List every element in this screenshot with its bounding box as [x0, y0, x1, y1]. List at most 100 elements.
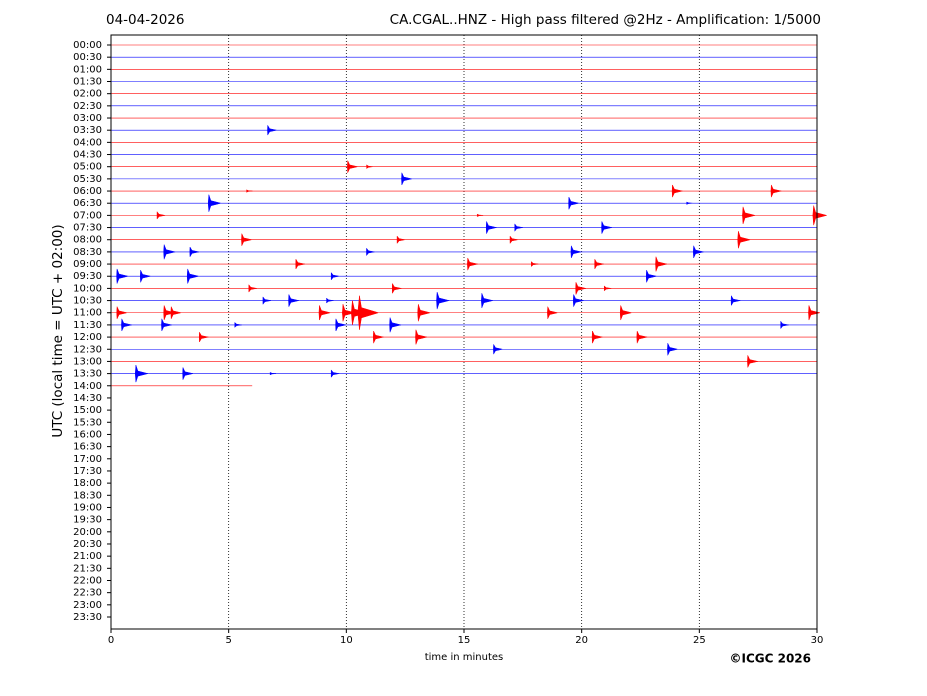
copyright: ©ICGC 2026 — [729, 652, 811, 666]
seismic-event — [262, 296, 272, 305]
seismic-event — [594, 258, 604, 270]
seismic-event — [655, 256, 668, 272]
y-tick-label: 03:00 — [73, 113, 102, 124]
x-tick-label: 15 — [458, 635, 471, 646]
seismic-event — [481, 293, 493, 308]
seismic-event — [686, 201, 693, 205]
seismic-event — [366, 247, 375, 257]
y-tick-label: 05:00 — [73, 162, 102, 173]
seismic-event — [186, 268, 199, 284]
seismic-event — [603, 285, 612, 292]
seismic-event — [601, 221, 612, 234]
seismic-event — [241, 233, 252, 246]
y-tick-label: 15:30 — [73, 417, 102, 428]
y-tick-label: 16:00 — [73, 429, 102, 440]
y-tick-label: 00:30 — [73, 52, 102, 63]
y-tick-label: 14:30 — [73, 393, 102, 404]
y-tick-label: 04:30 — [73, 150, 102, 161]
seismic-event — [121, 318, 132, 332]
x-tick-label: 5 — [225, 635, 231, 646]
seismic-event — [234, 321, 242, 328]
seismic-event — [116, 268, 129, 284]
seismic-event — [619, 305, 632, 321]
seismic-event — [812, 205, 828, 226]
seismic-event — [288, 294, 299, 307]
y-tick-label: 03:30 — [73, 125, 102, 136]
y-tick-label: 17:30 — [73, 466, 102, 477]
seismic-event — [493, 343, 503, 355]
seismic-event — [737, 231, 751, 249]
y-tick-label: 23:00 — [73, 600, 102, 611]
y-tick-label: 15:00 — [73, 405, 102, 416]
seismic-event — [156, 211, 166, 220]
seismic-event — [326, 297, 334, 304]
y-tick-label: 16:30 — [73, 442, 102, 453]
seismic-event — [335, 318, 346, 332]
seismic-event — [417, 304, 431, 322]
seismic-event — [372, 330, 384, 344]
y-tick-label: 09:00 — [73, 259, 102, 270]
y-tick-label: 18:30 — [73, 490, 102, 501]
seismic-event — [742, 206, 756, 224]
seismic-event — [573, 294, 584, 307]
seismic-event — [295, 258, 305, 270]
x-tick-label: 30 — [811, 635, 824, 646]
seismic-event — [575, 282, 587, 295]
seismic-event — [391, 282, 402, 295]
seismic-event — [770, 184, 782, 198]
y-tick-label: 08:30 — [73, 247, 102, 258]
y-tick-label: 11:00 — [73, 308, 102, 319]
seismic-event — [389, 317, 402, 333]
y-tick-label: 12:30 — [73, 344, 102, 355]
y-tick-label: 23:30 — [73, 612, 102, 623]
y-tick-label: 14:00 — [73, 381, 102, 392]
y-tick-label: 19:00 — [73, 502, 102, 513]
seismic-event — [163, 244, 176, 260]
y-tick-label: 05:30 — [73, 174, 102, 185]
y-tick-label: 10:30 — [73, 296, 102, 307]
seismic-event — [134, 364, 148, 383]
y-tick-label: 01:30 — [73, 77, 102, 88]
y-tick-label: 06:30 — [73, 198, 102, 209]
seismic-event — [476, 213, 484, 218]
seismic-event — [182, 367, 194, 380]
date: 04-04-2026 — [106, 12, 184, 28]
seismic-event — [347, 160, 358, 173]
seismic-event — [645, 270, 657, 283]
seismic-event — [366, 164, 374, 170]
seismic-event — [357, 295, 380, 330]
seismic-event — [170, 306, 182, 319]
y-tick-label: 07:00 — [73, 210, 102, 221]
y-tick-label: 18:00 — [73, 478, 102, 489]
seismic-event — [330, 369, 340, 378]
y-tick-label: 22:30 — [73, 588, 102, 599]
seismic-event — [591, 330, 603, 344]
seismic-event — [207, 194, 221, 212]
y-tick-label: 09:30 — [73, 271, 102, 282]
seismic-event — [568, 197, 579, 210]
seismic-event — [246, 189, 253, 193]
seismic-event — [509, 235, 519, 245]
seismic-event — [667, 343, 678, 356]
y-tick-label: 10:00 — [73, 283, 102, 294]
y-tick-label: 20:00 — [73, 527, 102, 538]
seismic-event — [730, 294, 741, 307]
seismic-event — [267, 124, 277, 136]
seismic-event — [139, 270, 151, 283]
seismic-event — [467, 257, 478, 271]
y-tick-label: 13:30 — [73, 369, 102, 380]
y-tick-label: 20:30 — [73, 539, 102, 550]
seismic-event — [636, 330, 648, 344]
x-tick-label: 20 — [575, 635, 588, 646]
seismic-event — [747, 355, 758, 368]
seismic-event — [530, 261, 539, 268]
seismic-event — [248, 284, 257, 293]
y-tick-label: 00:00 — [73, 40, 102, 51]
y-tick-label: 13:00 — [73, 356, 102, 367]
x-tick-label: 25 — [693, 635, 706, 646]
y-tick-label: 02:30 — [73, 101, 102, 112]
seismic-event — [415, 329, 427, 345]
chart-title: CA.CGAL..HNZ - High pass filtered @2Hz -… — [390, 12, 821, 28]
x-axis-label: time in minutes — [425, 652, 504, 663]
